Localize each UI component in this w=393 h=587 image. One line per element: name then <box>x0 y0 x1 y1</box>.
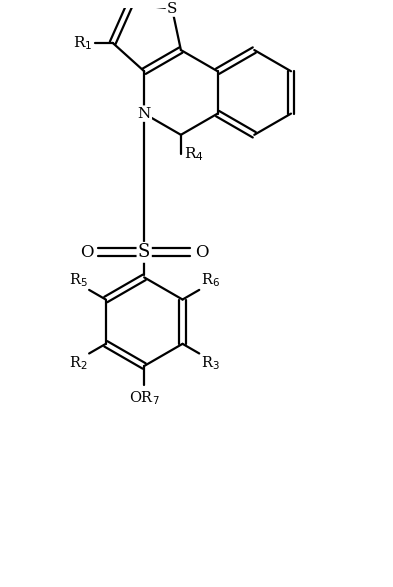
Text: O: O <box>195 244 209 261</box>
Text: R$_4$: R$_4$ <box>184 145 204 163</box>
Text: N: N <box>138 107 151 120</box>
Text: R$_5$: R$_5$ <box>69 271 88 289</box>
Text: S: S <box>167 2 177 16</box>
Text: OR$_7$: OR$_7$ <box>129 389 160 407</box>
Text: R$_6$: R$_6$ <box>201 271 220 289</box>
Text: S: S <box>138 244 151 261</box>
Text: R$_1$: R$_1$ <box>73 34 92 52</box>
Text: O: O <box>80 244 93 261</box>
Text: R$_2$: R$_2$ <box>69 355 88 372</box>
Text: R$_3$: R$_3$ <box>201 355 220 372</box>
